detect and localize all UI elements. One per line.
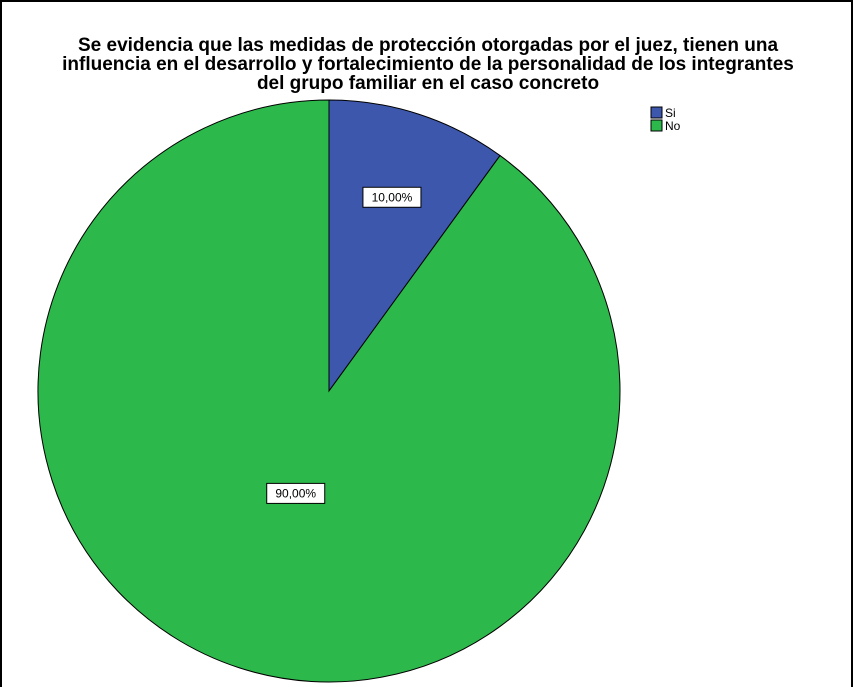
chart-title-line-1: Se evidencia que las medidas de protecci… bbox=[77, 35, 779, 56]
pie-data-labels: 10,00% 90,00% bbox=[266, 186, 422, 504]
data-label-text: 90,00% bbox=[275, 486, 316, 500]
legend-swatch-si bbox=[650, 106, 663, 119]
data-label-box bbox=[362, 186, 422, 208]
pie-slice-no bbox=[37, 99, 621, 683]
data-label-text: 10,00% bbox=[372, 190, 413, 204]
data-label-box bbox=[266, 482, 326, 504]
legend-label-si: Si bbox=[665, 106, 676, 120]
legend-label-no: No bbox=[665, 119, 681, 133]
legend-swatch-no bbox=[650, 119, 663, 132]
data-label-si: 10,00% bbox=[362, 186, 422, 208]
chart-title: Se evidencia que las medidas de protecci… bbox=[8, 36, 848, 93]
chart-title-line-3: del grupo familiar en el caso concreto bbox=[256, 73, 600, 94]
chart-title-line-2: influencia en el desarrollo y fortalecim… bbox=[62, 54, 794, 75]
data-label-no: 90,00% bbox=[266, 482, 326, 504]
pie-slices bbox=[37, 99, 621, 683]
pie-slice-si bbox=[328, 99, 501, 393]
